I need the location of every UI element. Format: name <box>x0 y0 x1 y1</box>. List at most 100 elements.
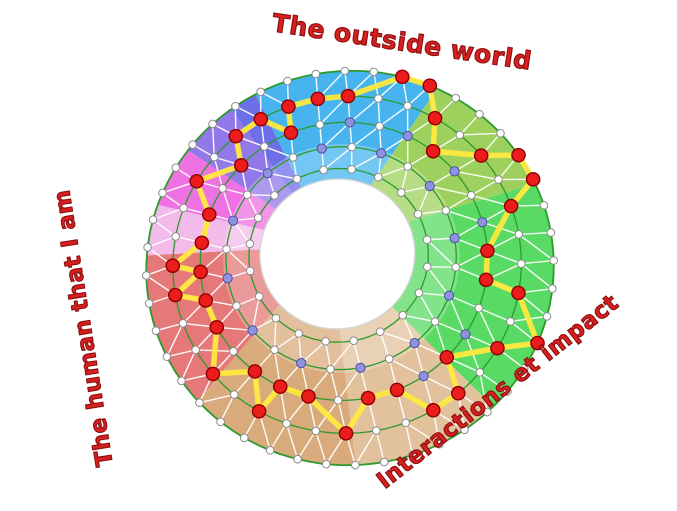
node-purple[interactable] <box>247 325 258 336</box>
node-red[interactable] <box>247 364 263 379</box>
node-white[interactable] <box>245 239 255 249</box>
node-red[interactable] <box>167 287 183 303</box>
node-red[interactable] <box>480 243 495 259</box>
node-white[interactable] <box>239 433 249 443</box>
node-white[interactable] <box>347 142 357 152</box>
node-white[interactable] <box>430 317 440 326</box>
node-red[interactable] <box>189 173 204 189</box>
node-white[interactable] <box>315 120 325 129</box>
node-white[interactable] <box>178 319 188 328</box>
node-white[interactable] <box>245 266 255 276</box>
node-white[interactable] <box>384 354 394 364</box>
node-white[interactable] <box>256 87 265 97</box>
node-red[interactable] <box>228 128 244 144</box>
node-red[interactable] <box>165 258 181 274</box>
node-white[interactable] <box>374 172 383 182</box>
node-white[interactable] <box>158 188 167 198</box>
node-red[interactable] <box>209 320 225 335</box>
node-white[interactable] <box>293 454 302 464</box>
node-white[interactable] <box>369 67 379 77</box>
node-red[interactable] <box>360 390 376 406</box>
node-red[interactable] <box>530 335 545 351</box>
node-purple[interactable] <box>460 329 471 340</box>
node-white[interactable] <box>171 163 181 173</box>
node-white[interactable] <box>414 288 424 298</box>
node-red[interactable] <box>395 69 410 85</box>
node-purple[interactable] <box>444 290 455 301</box>
node-white[interactable] <box>151 326 161 335</box>
node-purple[interactable] <box>424 180 435 192</box>
node-white[interactable] <box>548 284 557 293</box>
node-white[interactable] <box>283 76 292 86</box>
node-white[interactable] <box>218 184 227 193</box>
node-white[interactable] <box>506 317 515 326</box>
node-white[interactable] <box>148 215 158 224</box>
node-red[interactable] <box>253 111 269 127</box>
node-red[interactable] <box>511 285 526 301</box>
node-white[interactable] <box>403 162 413 171</box>
node-red[interactable] <box>450 385 466 401</box>
node-red[interactable] <box>425 402 441 418</box>
node-red[interactable] <box>525 172 541 187</box>
node-white[interactable] <box>216 417 225 427</box>
node-white[interactable] <box>242 190 252 200</box>
node-white[interactable] <box>195 398 204 407</box>
node-white[interactable] <box>254 292 264 301</box>
node-white[interactable] <box>191 345 200 355</box>
node-white[interactable] <box>514 230 524 239</box>
node-white[interactable] <box>209 152 219 162</box>
node-red[interactable] <box>478 272 494 288</box>
node-white[interactable] <box>144 299 154 308</box>
node-white[interactable] <box>408 450 417 460</box>
node-white[interactable] <box>326 364 335 374</box>
node-red[interactable] <box>427 110 443 126</box>
node-white[interactable] <box>466 191 476 200</box>
node-white[interactable] <box>171 232 180 241</box>
node-white[interactable] <box>288 153 298 162</box>
node-red[interactable] <box>283 125 299 141</box>
node-white[interactable] <box>455 130 465 140</box>
node-white[interactable] <box>143 243 152 252</box>
node-white[interactable] <box>232 301 241 311</box>
node-white[interactable] <box>503 387 512 396</box>
node-white[interactable] <box>422 235 432 245</box>
node-white[interactable] <box>265 446 275 455</box>
node-white[interactable] <box>460 425 469 435</box>
node-red[interactable] <box>233 158 249 173</box>
node-white[interactable] <box>333 396 343 405</box>
node-white[interactable] <box>379 457 389 467</box>
node-white[interactable] <box>435 439 444 449</box>
node-white[interactable] <box>516 259 526 268</box>
node-white[interactable] <box>371 426 381 435</box>
node-white[interactable] <box>271 313 281 323</box>
node-white[interactable] <box>396 188 406 197</box>
node-white[interactable] <box>549 256 559 265</box>
node-white[interactable] <box>423 262 432 272</box>
node-white[interactable] <box>403 101 412 111</box>
node-white[interactable] <box>398 310 408 320</box>
node-red[interactable] <box>340 88 356 104</box>
node-purple[interactable] <box>418 371 429 382</box>
node-white[interactable] <box>519 363 529 373</box>
node-white[interactable] <box>347 165 356 174</box>
node-white[interactable] <box>475 368 485 377</box>
node-red[interactable] <box>439 350 455 365</box>
node-white[interactable] <box>270 191 279 200</box>
node-white[interactable] <box>179 203 188 213</box>
node-white[interactable] <box>282 419 291 428</box>
node-white[interactable] <box>270 345 279 355</box>
node-red[interactable] <box>389 382 405 398</box>
node-purple[interactable] <box>477 217 488 228</box>
node-red[interactable] <box>490 340 505 356</box>
node-red[interactable] <box>422 78 438 93</box>
node-white[interactable] <box>401 418 410 428</box>
node-white[interactable] <box>349 336 358 345</box>
node-white[interactable] <box>229 390 239 399</box>
node-white[interactable] <box>321 337 330 346</box>
node-red[interactable] <box>281 99 296 114</box>
node-white[interactable] <box>350 460 360 470</box>
node-white[interactable] <box>375 121 384 131</box>
node-white[interactable] <box>483 407 492 417</box>
node-red[interactable] <box>425 143 441 159</box>
node-white[interactable] <box>539 201 549 210</box>
